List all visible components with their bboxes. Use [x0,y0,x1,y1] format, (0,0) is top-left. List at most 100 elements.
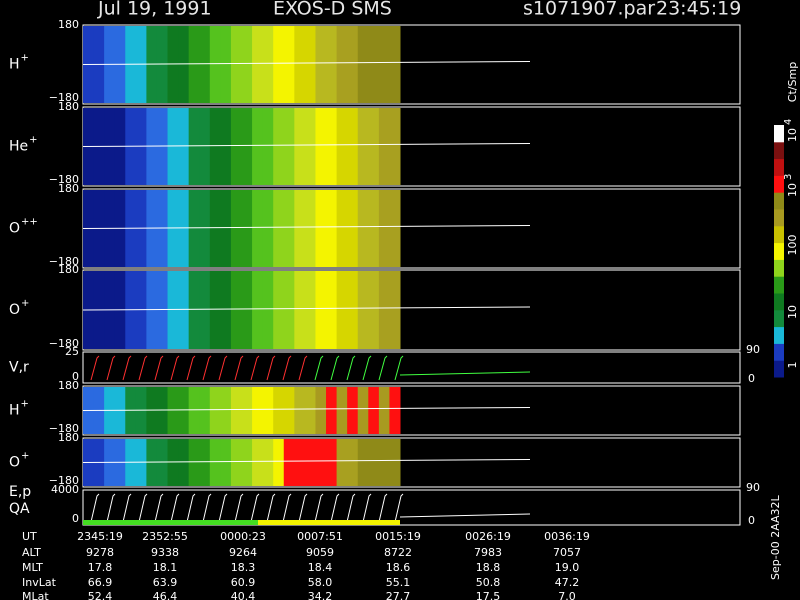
spectrogram-strip [357,439,369,486]
panel-label: H [9,403,20,419]
colorbar-unit: Ct/Smp [786,62,799,102]
axis-bottom-label: −180 [49,337,79,350]
spectrogram-strip [326,439,338,486]
right-axis-label: 0 [748,514,755,527]
spectrogram-strip [283,439,295,486]
sweep-trace [138,355,148,381]
spectrogram-strip [199,439,211,486]
spectrogram-strip [378,26,390,103]
spectrogram-strip [336,387,348,434]
spectrogram-strip [188,26,200,103]
panel-label: QA [9,501,30,517]
footer-cell: 17.8 [88,561,113,574]
spectrogram-strip [220,387,232,434]
footer-cell: 9278 [86,546,114,559]
date: Jul 19, 1991 [97,0,212,20]
sweep-trace [378,355,388,381]
spectrogram-strip [262,387,274,434]
sweep-trace [90,493,100,523]
spectrogram-strip [209,387,221,434]
spectrogram-strip [378,387,390,434]
spectrogram-strip [241,108,253,185]
sweep-trace [314,493,324,523]
time: 23:45:19 [656,0,741,20]
spectrogram-strip [357,26,369,103]
sweep-trace [314,355,324,381]
spectrogram-strip [326,271,338,349]
spectrogram-strip [304,271,316,349]
spectrogram-strip [368,387,380,434]
footer-cell: 9059 [306,546,334,559]
footer-row-label: UT [22,530,37,543]
sweep-trace [90,355,100,381]
sweep-trace [362,355,372,381]
colorbar-cell [774,209,784,227]
spectrogram-strip [273,108,285,185]
spectrogram-strip [220,108,232,185]
spectrogram-strip [241,439,253,486]
spectrogram-strip [220,26,232,103]
right-axis-label: 90 [746,343,760,356]
colorbar-cell [774,309,784,328]
colorbar-cell [774,242,784,260]
sweep-trace [154,493,164,523]
trace-line [399,371,531,376]
spectrogram-strip [304,387,316,434]
footer-cell: 0036:19 [544,530,590,543]
spectrogram-strip [167,439,179,486]
colorbar-cell [774,293,784,311]
spectrogram-strip [294,26,306,103]
sweep-trace [218,355,228,381]
footer-cell: 60.9 [231,576,256,589]
spectrogram-strip [347,439,359,486]
footer-cell: 0000:23 [220,530,266,543]
sweep-trace [266,355,276,381]
spectrogram-strip [156,271,169,349]
sweep-trace [202,355,212,381]
axis-top-label: 25 [65,345,79,358]
colorbar-tick-exp: 3 [783,174,794,180]
footer-cell: 58.0 [308,576,333,589]
spectrogram-strip [178,271,190,349]
spectrogram-strip [347,271,359,349]
spectrogram-strip [326,190,338,267]
axis-bottom-label: −180 [49,255,79,268]
colorbar-cell [774,360,784,378]
footer-cell: 18.4 [308,561,333,574]
spectrogram-strip [368,271,380,349]
colorbar-cell [774,259,784,277]
spectrogram-strip [326,108,338,185]
footer-cell: 9338 [151,546,179,559]
sweep-trace [330,493,340,523]
spectrogram-strip [368,26,380,103]
spectrogram-strip [336,190,348,267]
colorbar-cell [774,125,784,143]
panel-label-sup: ++ [21,217,38,228]
panel-label: V,r [9,360,29,376]
sweep-trace [346,355,356,381]
spectrogram-strip [336,439,348,486]
trace-line [82,306,531,311]
stamp: Sep-00 2AA32L [769,494,782,580]
footer-cell: 7983 [474,546,502,559]
spectrogram-strip [167,190,179,267]
spectrogram-strip [230,387,242,434]
spectrogram-strip [273,271,285,349]
spectrogram-strip [283,108,295,185]
spectrogram-strip [199,271,211,349]
spectrogram-strip [357,387,369,434]
spectrogram-strip [156,190,169,267]
sweep-trace [362,493,372,523]
spectrogram-strip [167,26,179,103]
spectrogram-strip [347,387,359,434]
spectrogram-strip [262,439,274,486]
spectrogram-strip [156,26,169,103]
footer-cell: 34.2 [308,590,333,600]
spectrogram-strip [347,108,359,185]
spectrogram-strip [304,190,316,267]
spectrogram-strip [283,26,295,103]
spectrogram-strip [294,387,306,434]
spectrogram-strip [315,387,327,434]
panel-label-sup: + [21,451,29,462]
spectrogram-strip [199,26,211,103]
